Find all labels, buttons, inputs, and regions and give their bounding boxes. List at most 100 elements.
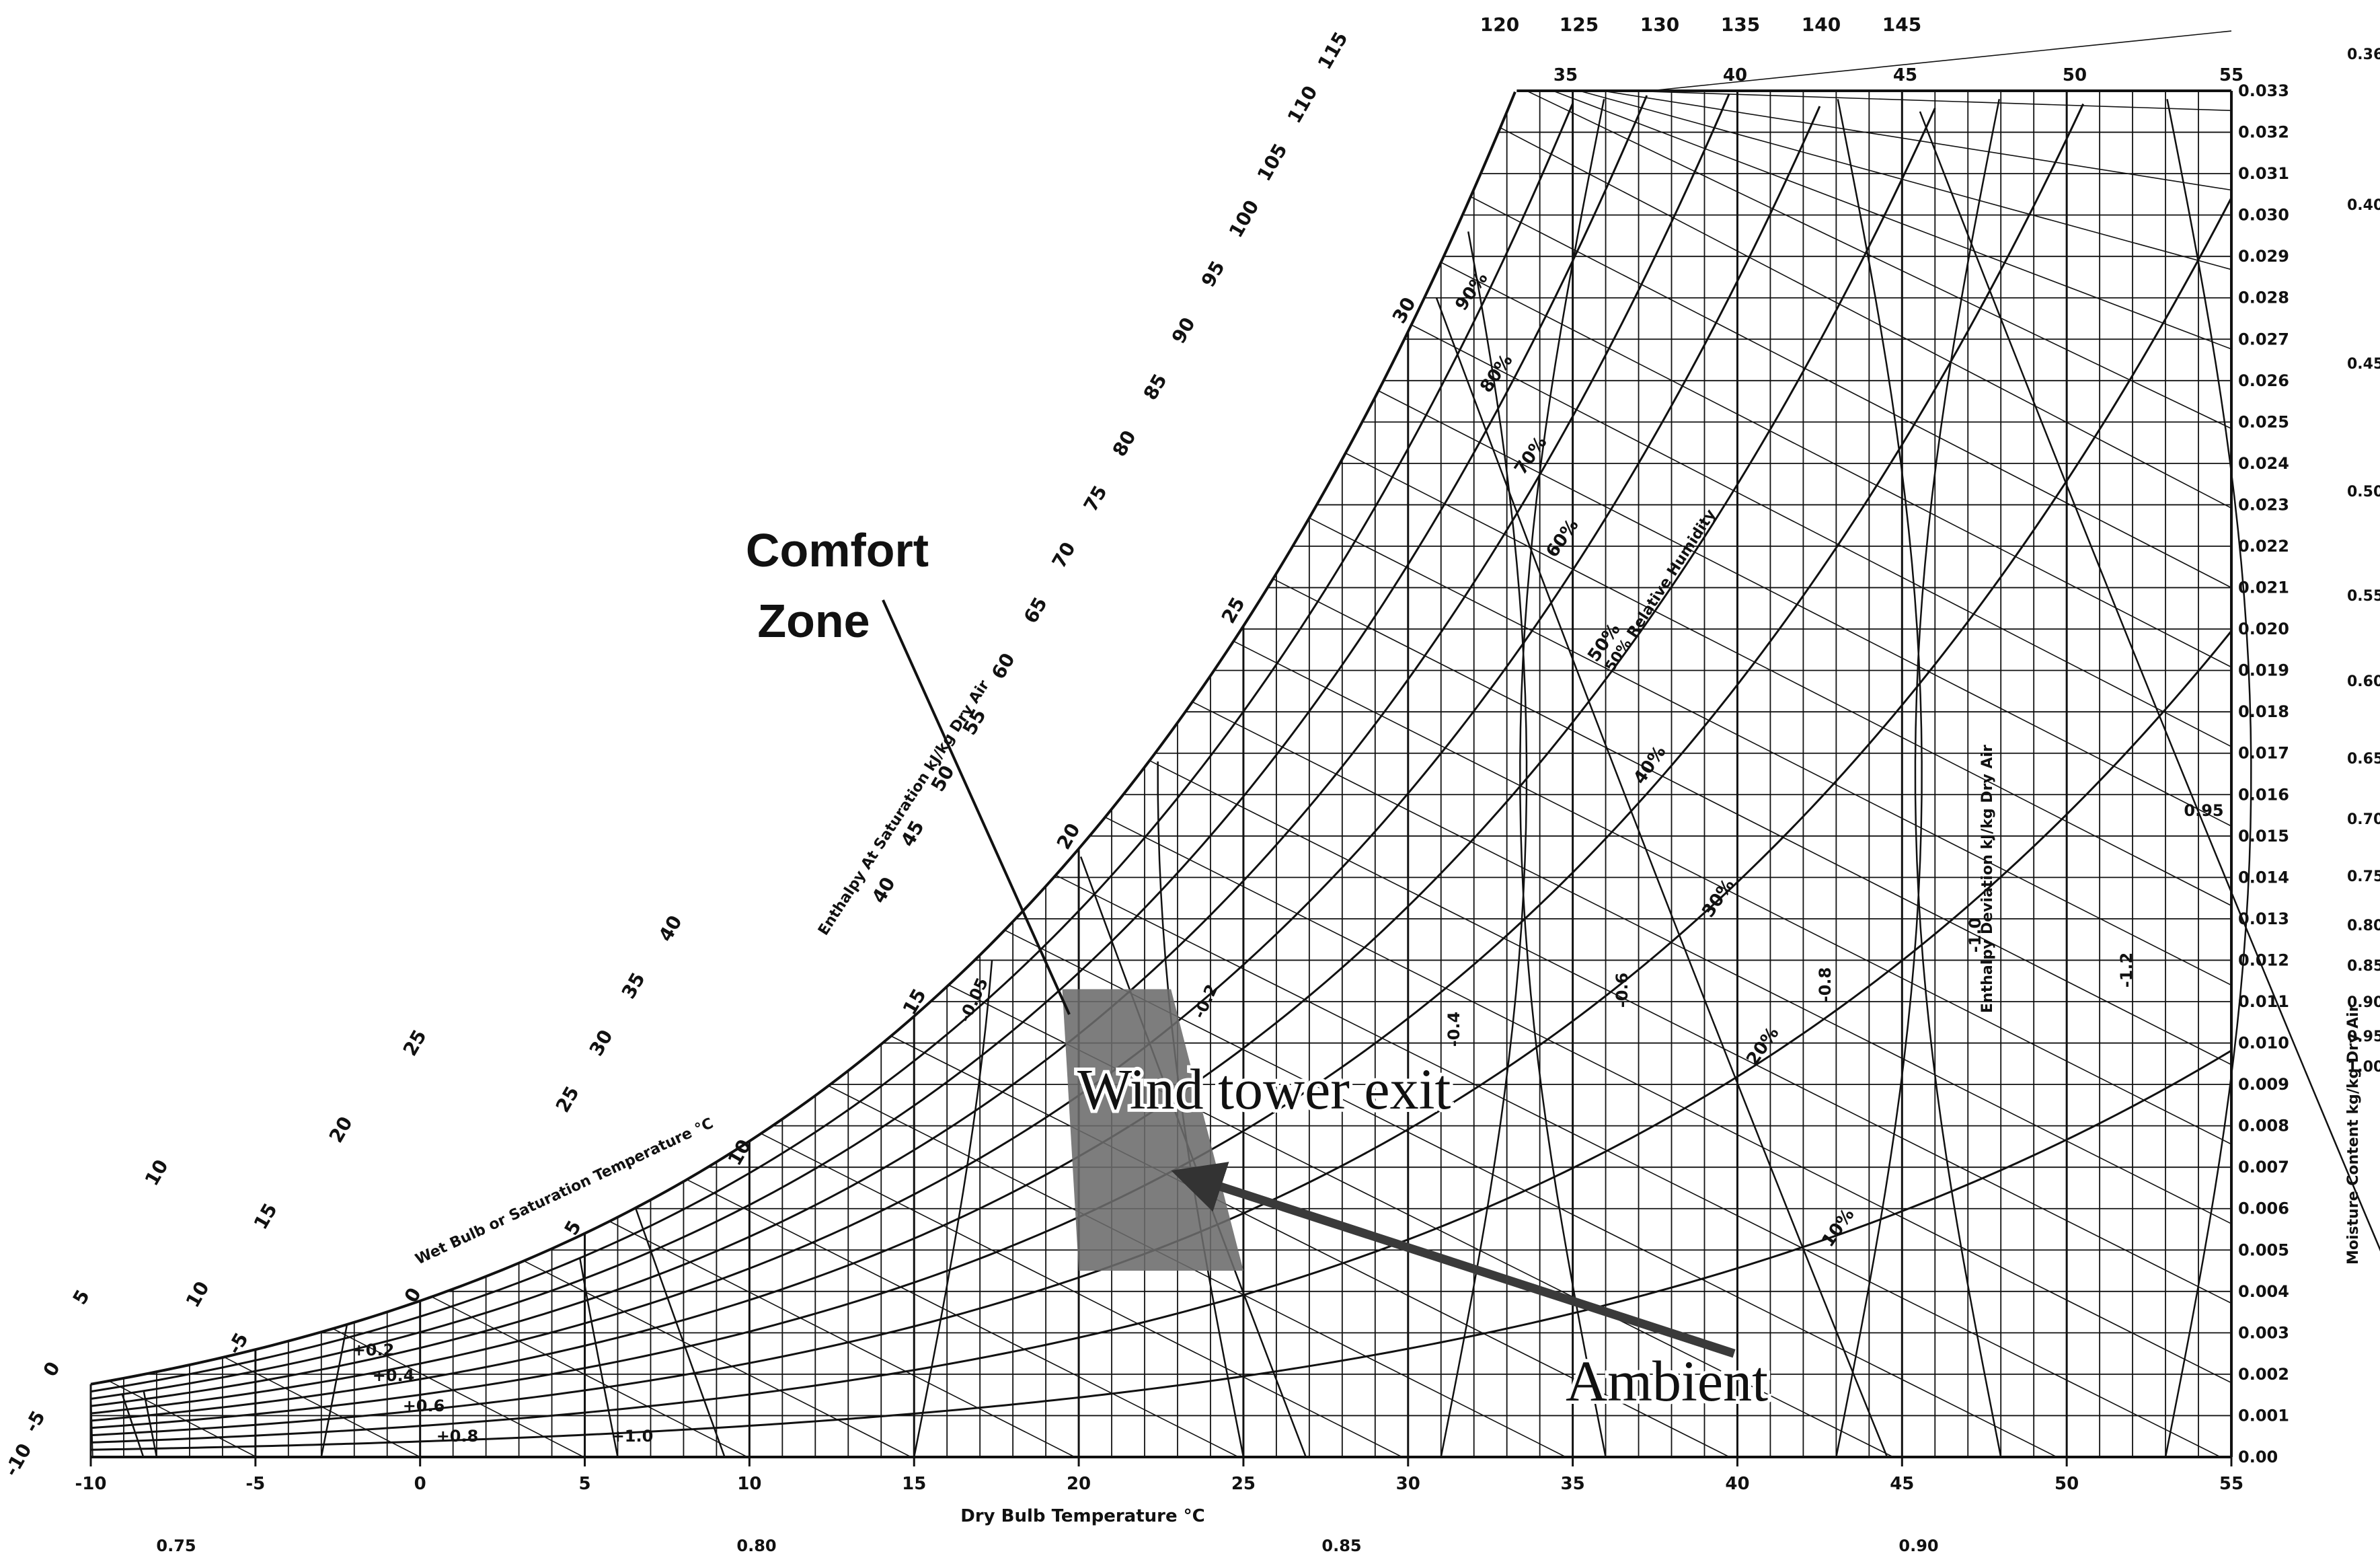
y-tick-label: 0.00 <box>2238 1448 2278 1466</box>
enthalpy-deviation-label: -0.8 <box>1816 967 1835 1002</box>
x-tick-label: 30 <box>1396 1474 1420 1494</box>
enthalpy-deviation-label: -0.6 <box>1613 973 1632 1008</box>
vapour-pressure-tick-label: 0.80 <box>2347 918 2380 934</box>
wet-bulb-label: 0 <box>400 1284 426 1306</box>
vapour-pressure-tick-label: 1.00 <box>2347 1059 2380 1076</box>
y-tick-label: 0.027 <box>2238 330 2289 348</box>
enthalpy-diagonal-label: 5 <box>69 1286 94 1308</box>
x-axis-title: Dry Bulb Temperature °C <box>960 1506 1204 1526</box>
enthalpy-top-label: 120 <box>1480 13 1519 36</box>
enthalpy-diagonal-label: 40 <box>654 911 687 945</box>
enthalpy-line <box>761 1133 1403 1458</box>
vapour-pressure-tick-label: 0.40 <box>2347 197 2380 214</box>
enthalpy-line <box>1233 640 2232 1145</box>
vapour-pressure-tick-label: 0.36 <box>2347 46 2380 63</box>
chart-ticks: -10 -5 0 5 10 15 20 25 30 35 40 45 50 550.000.0010.00… <box>0 13 2380 1555</box>
y-tick-label: 0.005 <box>2238 1240 2289 1259</box>
enthalpy-diagonal-label: 115 <box>1313 28 1352 73</box>
top-temp-label: 35 <box>1553 65 1578 85</box>
x-tick-label: 0 <box>414 1474 426 1494</box>
y-tick-label: 0.028 <box>2238 289 2289 307</box>
enthalpy-line <box>1526 90 2232 429</box>
x-tick-label: 10 <box>737 1474 761 1494</box>
enthalpy-deviation-label: +0.6 <box>403 1396 445 1415</box>
enthalpy-diagonal-label: 10 <box>141 1156 173 1189</box>
enthalpy-diagonal-label: 75 <box>1079 482 1112 515</box>
x-tick-label: -5 <box>245 1474 265 1494</box>
relative-humidity-curve <box>90 1049 2232 1451</box>
x-tick-label: 55 <box>2219 1474 2243 1494</box>
y-tick-label: 0.019 <box>2238 661 2289 680</box>
enthalpy-diagonal-label: 60 <box>987 649 1020 683</box>
specific-volume-label: 0.90 <box>1898 1536 1938 1555</box>
enthalpy-top-label: 135 <box>1721 13 1760 36</box>
enthalpy-line <box>1552 90 2232 350</box>
relative-humidity-label: 10% <box>1818 1205 1858 1251</box>
vapour-pressure-tick-label: 0.85 <box>2347 958 2380 975</box>
y-tick-label: 0.031 <box>2238 164 2289 183</box>
enthalpy-deviation-curve <box>913 960 993 1458</box>
enthalpy-line <box>1650 30 2232 91</box>
y-tick-label: 0.020 <box>2238 620 2289 638</box>
y-tick-label: 0.025 <box>2238 412 2289 431</box>
enthalpy-diagonal-label: 15 <box>249 1199 282 1233</box>
enthalpy-diagonal-label: 100 <box>1225 196 1264 241</box>
y-tick-label: 0.008 <box>2238 1117 2289 1135</box>
relative-humidity-curve <box>90 103 1574 1393</box>
enthalpy-diagonal-label: 70 <box>1048 538 1080 572</box>
enthalpy-line <box>1055 874 2221 1458</box>
enthalpy-deviation-curve <box>1440 231 1528 1458</box>
enthalpy-line <box>1470 196 2232 589</box>
x-tick-label: 45 <box>1890 1474 1914 1494</box>
enthalpy-diagonal-label: 105 <box>1253 140 1292 185</box>
relative-humidity-label: 60% <box>1542 515 1582 561</box>
specific-volume-label: 0.75 <box>156 1536 196 1555</box>
enthalpy-diagonal-label: 40 <box>868 873 900 907</box>
y-tick-label: 0.022 <box>2238 537 2289 556</box>
x-tick-label: 35 <box>1561 1474 1585 1494</box>
wet-bulb-scale-title: Wet Bulb or Saturation Temperature °C <box>413 1115 716 1269</box>
enthalpy-deviation-curve <box>143 1390 158 1458</box>
specific-volume-label: 0.85 <box>1321 1536 1361 1555</box>
comfort-zone-label-line2: Zone <box>757 595 870 647</box>
y-tick-label: 0.017 <box>2238 744 2289 763</box>
enthalpy-deviation-curve <box>1519 99 1607 1458</box>
wind-tower-exit-label: Wind tower exit <box>1077 1057 1451 1121</box>
chart-grid <box>89 30 2233 1458</box>
enthalpy-top-label: 140 <box>1802 13 1841 36</box>
enthalpy-deviation-label: +1.0 <box>611 1427 654 1446</box>
y-tick-label: 0.009 <box>2238 1075 2289 1094</box>
y-tick-label: 0.011 <box>2238 992 2289 1011</box>
enthalpy-line <box>108 1380 257 1458</box>
y-tick-label: 0.015 <box>2238 827 2289 846</box>
x-tick-label: -10 <box>75 1474 107 1494</box>
vapour-pressure-tick-label: 0.60 <box>2347 673 2380 690</box>
y-tick-label: 0.014 <box>2238 868 2289 887</box>
y-tick-label: 0.007 <box>2238 1158 2289 1177</box>
enthalpy-line <box>686 1179 1239 1458</box>
enthalpy-diagonal-label: 35 <box>617 969 650 1002</box>
enthalpy-deviation-label: -0.4 <box>1445 1012 1463 1047</box>
vapour-pressure-tick-label: 0.50 <box>2347 484 2380 500</box>
relative-humidity-label: 40% <box>1629 742 1670 788</box>
enthalpy-diagonal-label: 65 <box>1020 593 1052 627</box>
y-tick-label: 0.021 <box>2238 579 2289 597</box>
enthalpy-diagonal-label: 80 <box>1108 426 1141 460</box>
relative-humidity-curve <box>90 630 2233 1444</box>
x-tick-label: 5 <box>578 1474 590 1494</box>
vapour-pressure-tick-label: 0.55 <box>2347 588 2380 605</box>
top-temp-label: 50 <box>2063 65 2087 85</box>
vapour-pressure-tick-label: 0.95 <box>2347 1029 2380 1045</box>
relative-humidity-curve <box>90 95 1648 1400</box>
vapour-pressure-tick-label: 0.45 <box>2347 356 2380 373</box>
wet-bulb-label: 15 <box>898 985 931 1018</box>
enthalpy-line <box>332 1328 584 1458</box>
y-tick-label: 0.024 <box>2238 454 2289 473</box>
y-tick-label: 0.026 <box>2238 371 2289 390</box>
enthalpy-deviation-curve <box>2164 99 2252 1458</box>
enthalpy-diagonal-label: -10 <box>0 1440 36 1480</box>
saturation-curve <box>90 91 1517 1386</box>
enthalpy-diagonal-label: 30 <box>585 1026 617 1059</box>
enthalpy-line <box>1345 452 2232 907</box>
enthalpy-diagonal-label: 0 <box>39 1358 65 1380</box>
